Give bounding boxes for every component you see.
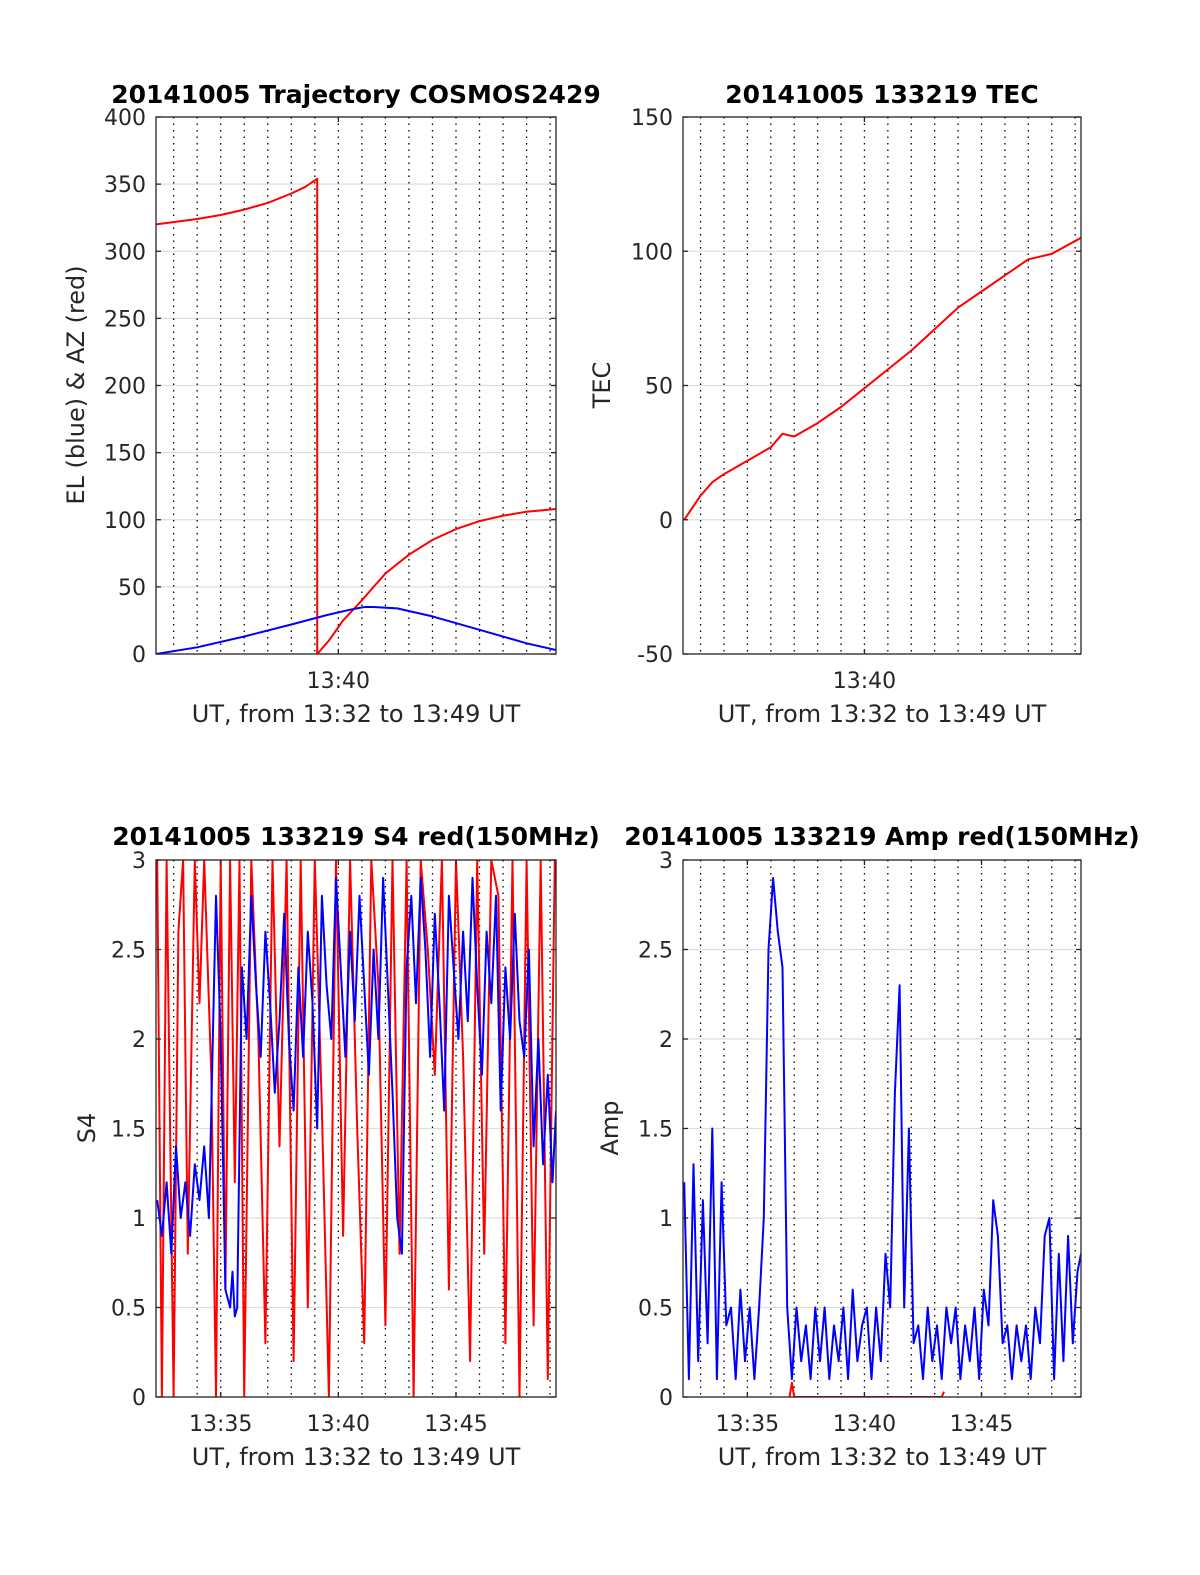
- s4-series-0: [156, 860, 556, 1397]
- tec-ytick-label: 100: [631, 240, 673, 265]
- tec-ytick-label: 50: [645, 375, 673, 400]
- tec-ytick-label: 150: [631, 106, 673, 131]
- s4-ytick-label: 1.5: [111, 1118, 146, 1143]
- tec-series-0: [683, 236, 1081, 521]
- amp-ylabel: Amp: [596, 1100, 624, 1155]
- amp-xtick-label: 13:40: [833, 1412, 896, 1437]
- trajectory-series-1: [156, 606, 556, 654]
- tec-title: 20141005 133219 TEC: [725, 80, 1038, 109]
- amp-ytick-label: 1.5: [638, 1118, 673, 1143]
- amp-ytick-label: 2.5: [638, 939, 673, 964]
- amp-xtick-label: 13:35: [716, 1412, 779, 1437]
- s4-xtick-label: 13:35: [189, 1412, 252, 1437]
- trajectory-ytick-label: 100: [104, 509, 146, 534]
- trajectory-ytick-label: 350: [104, 173, 146, 198]
- s4-ytick-label: 3: [132, 849, 146, 874]
- tec-xlabel: UT, from 13:32 to 13:49 UT: [718, 700, 1047, 728]
- s4-ytick-label: 1: [132, 1207, 146, 1232]
- tec-ylabel: TEC: [588, 362, 616, 410]
- s4-ytick-label: 2: [132, 1028, 146, 1053]
- amp-ytick-label: 2: [659, 1028, 673, 1053]
- s4-ylabel: S4: [73, 1113, 101, 1144]
- s4-xtick-label: 13:40: [307, 1412, 370, 1437]
- amp-xtick-label: 13:45: [950, 1412, 1013, 1437]
- amp-panel: 0 0.5 1 1.5 2 2.5 3 13:35 13:40 13:45 20141005 133…: [596, 822, 1140, 1471]
- trajectory-ytick-label: 400: [104, 106, 146, 131]
- s4-xlabel: UT, from 13:32 to 13:49 UT: [192, 1443, 521, 1471]
- trajectory-ytick-label: 300: [104, 240, 146, 265]
- trajectory-ytick-label: 200: [104, 375, 146, 400]
- amp-title: 20141005 133219 Amp red(150MHz): [624, 822, 1140, 851]
- trajectory-ylabel: EL (blue) & AZ (red): [62, 265, 90, 504]
- tec-ytick-label: 0: [659, 509, 673, 534]
- s4-ytick-label: 2.5: [111, 939, 146, 964]
- s4-ytick-label: 0: [132, 1386, 146, 1411]
- trajectory-ytick-label: 250: [104, 307, 146, 332]
- trajectory-series-0: [156, 177, 556, 654]
- amp-xlabel: UT, from 13:32 to 13:49 UT: [718, 1443, 1047, 1471]
- tec-ytick-label: -50: [637, 643, 673, 668]
- s4-xtick-label: 13:45: [424, 1412, 487, 1437]
- s4-ytick-label: 0.5: [111, 1297, 146, 1322]
- trajectory-ytick-label: 0: [132, 643, 146, 668]
- amp-ytick-label: 0.5: [638, 1297, 673, 1322]
- amp-ytick-label: 1: [659, 1207, 673, 1232]
- amp-series-0: [683, 876, 1081, 1381]
- s4-panel: 0 0.5 1 1.5 2 2.5 3 13:35 13:40 13:45 20141005 133…: [73, 822, 600, 1471]
- trajectory-ytick-label: 150: [104, 442, 146, 467]
- tec-panel: -50 0 50 100 150 13:40 20141005 133219 TEC UT, …: [588, 80, 1082, 728]
- trajectory-xtick-label: 13:40: [307, 669, 370, 694]
- amp-ytick-label: 0: [659, 1386, 673, 1411]
- amp-ytick-label: 3: [659, 849, 673, 874]
- trajectory-ytick-label: 50: [118, 576, 146, 601]
- trajectory-panel: 0 50 100 150 200 250 300 350 400 13:40 20141005 Tr…: [62, 80, 601, 728]
- s4-series-1: [156, 876, 556, 1318]
- trajectory-xlabel: UT, from 13:32 to 13:49 UT: [192, 700, 521, 728]
- trajectory-title: 20141005 Trajectory COSMOS2429: [111, 80, 601, 109]
- tec-xtick-label: 13:40: [833, 669, 896, 694]
- amp-series-1: [788, 1381, 945, 1397]
- s4-title: 20141005 133219 S4 red(150MHz): [112, 822, 600, 851]
